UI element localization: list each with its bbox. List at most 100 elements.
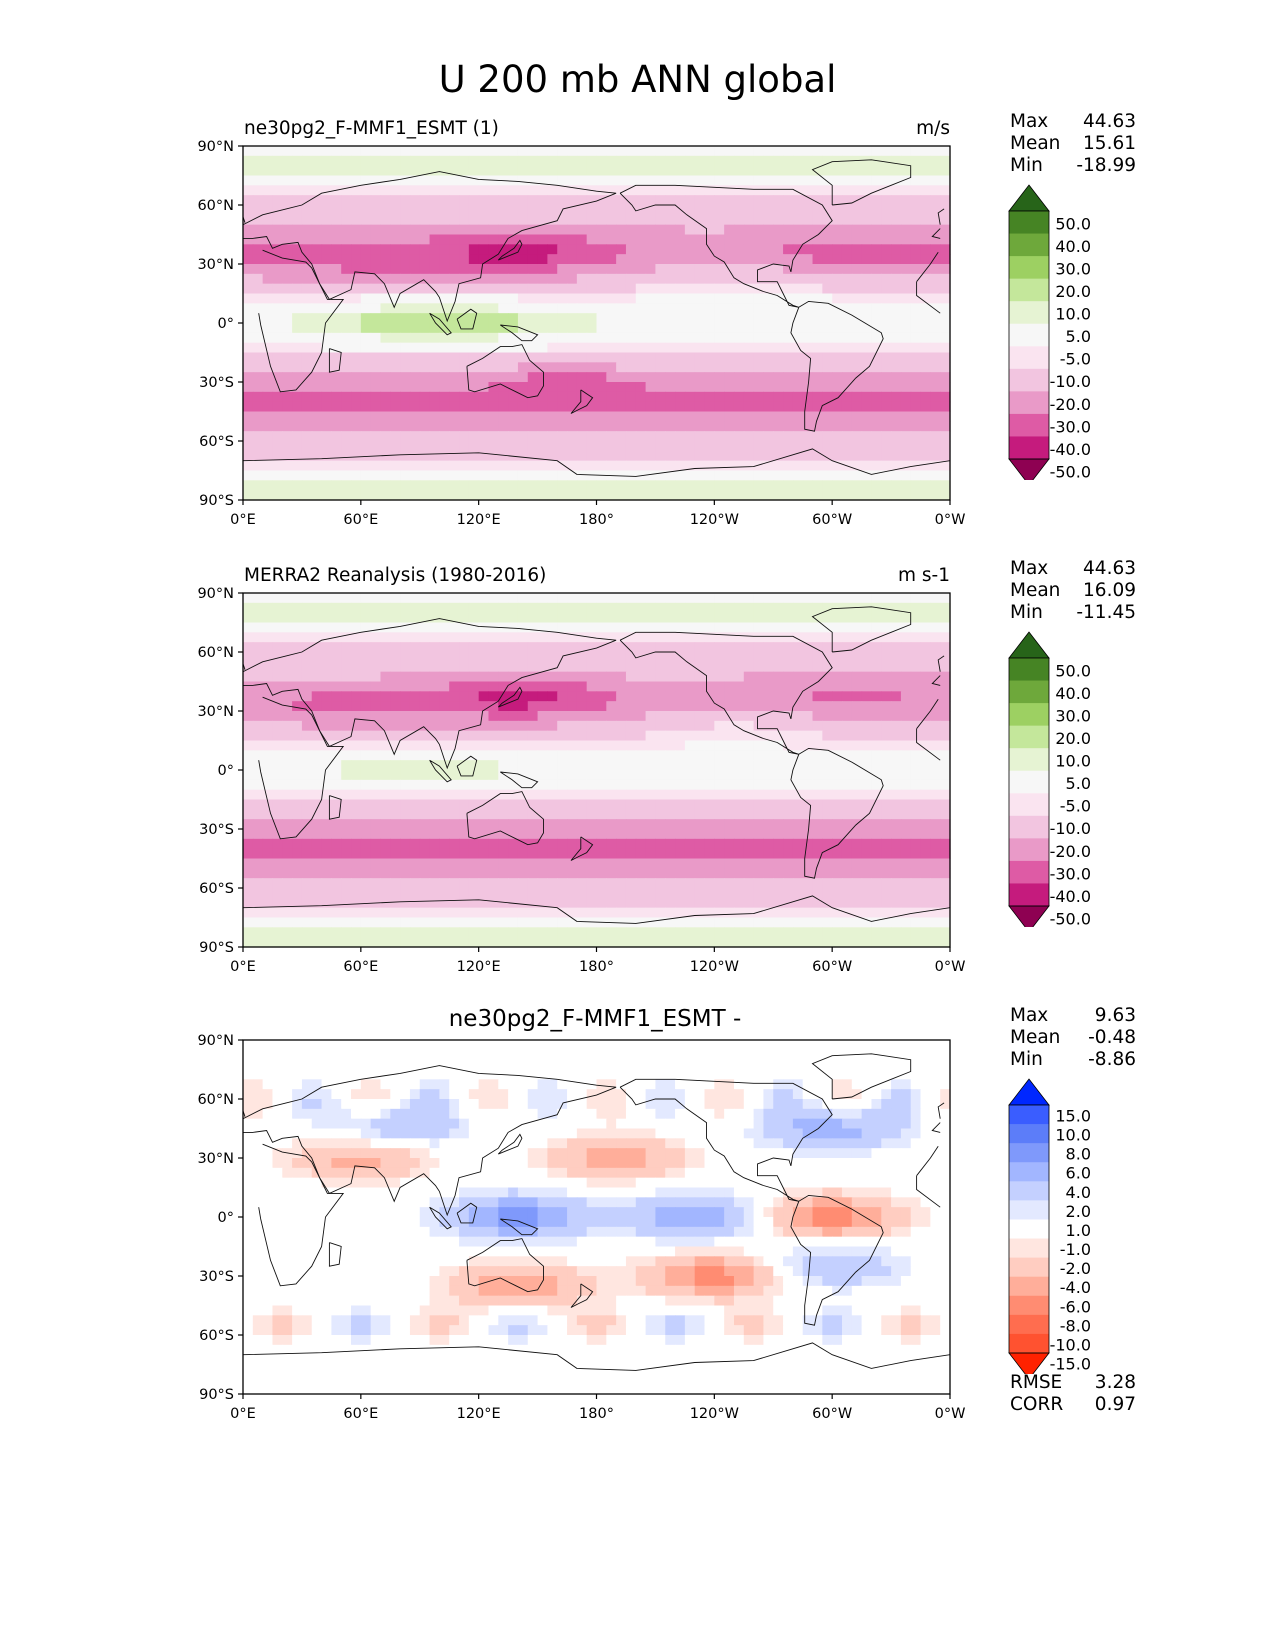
field-cell bbox=[930, 681, 941, 692]
field-cell bbox=[439, 593, 450, 604]
field-layer bbox=[243, 593, 951, 948]
field-cell bbox=[557, 848, 568, 860]
field-cell bbox=[743, 602, 755, 614]
field-cell bbox=[478, 421, 490, 432]
field-cell bbox=[419, 175, 431, 186]
field-cell bbox=[341, 681, 352, 692]
field-cell bbox=[841, 470, 853, 481]
field-cell bbox=[871, 264, 882, 275]
field-cell bbox=[665, 155, 676, 167]
field-cell bbox=[675, 642, 686, 653]
field-cell bbox=[380, 401, 391, 413]
field-cell bbox=[517, 760, 529, 771]
field-cell bbox=[910, 691, 922, 702]
field-cell bbox=[596, 632, 607, 643]
field-cell bbox=[321, 421, 332, 432]
field-cell bbox=[861, 711, 873, 722]
field-cell bbox=[704, 155, 715, 167]
field-cell bbox=[616, 185, 627, 196]
field-cell bbox=[753, 848, 765, 860]
field-cell bbox=[940, 470, 951, 481]
field-cell bbox=[478, 264, 490, 275]
colorbar-box bbox=[1009, 436, 1049, 460]
field-cell bbox=[832, 382, 843, 393]
field-cell bbox=[547, 809, 558, 820]
field-cell bbox=[341, 146, 352, 157]
field-cell bbox=[586, 313, 598, 324]
field-cell bbox=[292, 146, 303, 157]
field-cell bbox=[262, 470, 274, 481]
field-cell bbox=[488, 760, 499, 771]
field-cell bbox=[851, 480, 863, 491]
field-cell bbox=[812, 283, 823, 295]
field-cell bbox=[380, 612, 391, 624]
field-cell bbox=[645, 155, 657, 167]
field-cell bbox=[439, 829, 450, 840]
field-cell bbox=[753, 819, 765, 830]
field-cell bbox=[252, 642, 264, 653]
field-cell bbox=[370, 470, 382, 481]
field-cell bbox=[822, 323, 833, 334]
field-cell bbox=[812, 431, 823, 442]
field-cell bbox=[508, 809, 519, 820]
field-cell bbox=[763, 819, 774, 830]
field-cell bbox=[832, 809, 843, 820]
field-cell bbox=[783, 293, 794, 304]
field-cell bbox=[390, 838, 401, 850]
field-cell bbox=[871, 799, 882, 810]
field-cell bbox=[478, 205, 490, 216]
field-cell bbox=[684, 681, 696, 692]
field-cell bbox=[704, 293, 715, 304]
field-cell bbox=[429, 779, 440, 791]
field-cell bbox=[527, 490, 539, 501]
field-cell bbox=[724, 740, 735, 751]
field-cell bbox=[792, 254, 804, 265]
field-cell bbox=[802, 165, 814, 177]
field-cell bbox=[272, 264, 283, 275]
field-cell bbox=[763, 809, 774, 820]
field-cell bbox=[861, 691, 873, 702]
field-cell bbox=[547, 323, 558, 334]
colorbar-label: 40.0 bbox=[1055, 237, 1091, 256]
field-cell bbox=[272, 652, 283, 663]
field-cell bbox=[930, 789, 941, 801]
field-cell bbox=[262, 175, 274, 186]
field-cell bbox=[419, 858, 431, 869]
field-cell bbox=[714, 888, 725, 899]
field-cell bbox=[576, 671, 588, 683]
field-cell bbox=[724, 602, 735, 614]
field-cell bbox=[527, 214, 539, 226]
field-cell bbox=[665, 888, 676, 899]
field-cell bbox=[665, 165, 676, 177]
field-cell bbox=[763, 205, 774, 216]
field-cell bbox=[635, 730, 647, 742]
field-cell bbox=[655, 878, 666, 889]
field-cell bbox=[429, 652, 440, 663]
field-cell bbox=[449, 740, 460, 751]
field-cell bbox=[812, 720, 823, 732]
field-cell bbox=[508, 352, 519, 363]
field-cell bbox=[557, 234, 568, 245]
field-cell bbox=[331, 470, 342, 481]
field-cell bbox=[596, 273, 607, 285]
field-cell bbox=[733, 868, 745, 879]
field-cell bbox=[252, 273, 264, 285]
field-cell bbox=[832, 352, 843, 363]
field-cell bbox=[714, 205, 725, 216]
field-cell bbox=[419, 185, 431, 196]
colorbar-box bbox=[1009, 391, 1049, 415]
field-cell bbox=[301, 342, 313, 354]
field-cell bbox=[341, 897, 352, 909]
field-cell bbox=[243, 760, 254, 771]
field-cell bbox=[930, 602, 941, 614]
field-cell bbox=[517, 273, 529, 285]
field-cell bbox=[832, 490, 843, 501]
field-cell bbox=[400, 421, 411, 432]
field-cell bbox=[763, 303, 774, 314]
field-cell bbox=[851, 342, 863, 354]
field-cell bbox=[439, 671, 450, 683]
field-cell bbox=[537, 819, 549, 830]
field-cell bbox=[783, 652, 794, 663]
field-cell bbox=[635, 691, 647, 702]
